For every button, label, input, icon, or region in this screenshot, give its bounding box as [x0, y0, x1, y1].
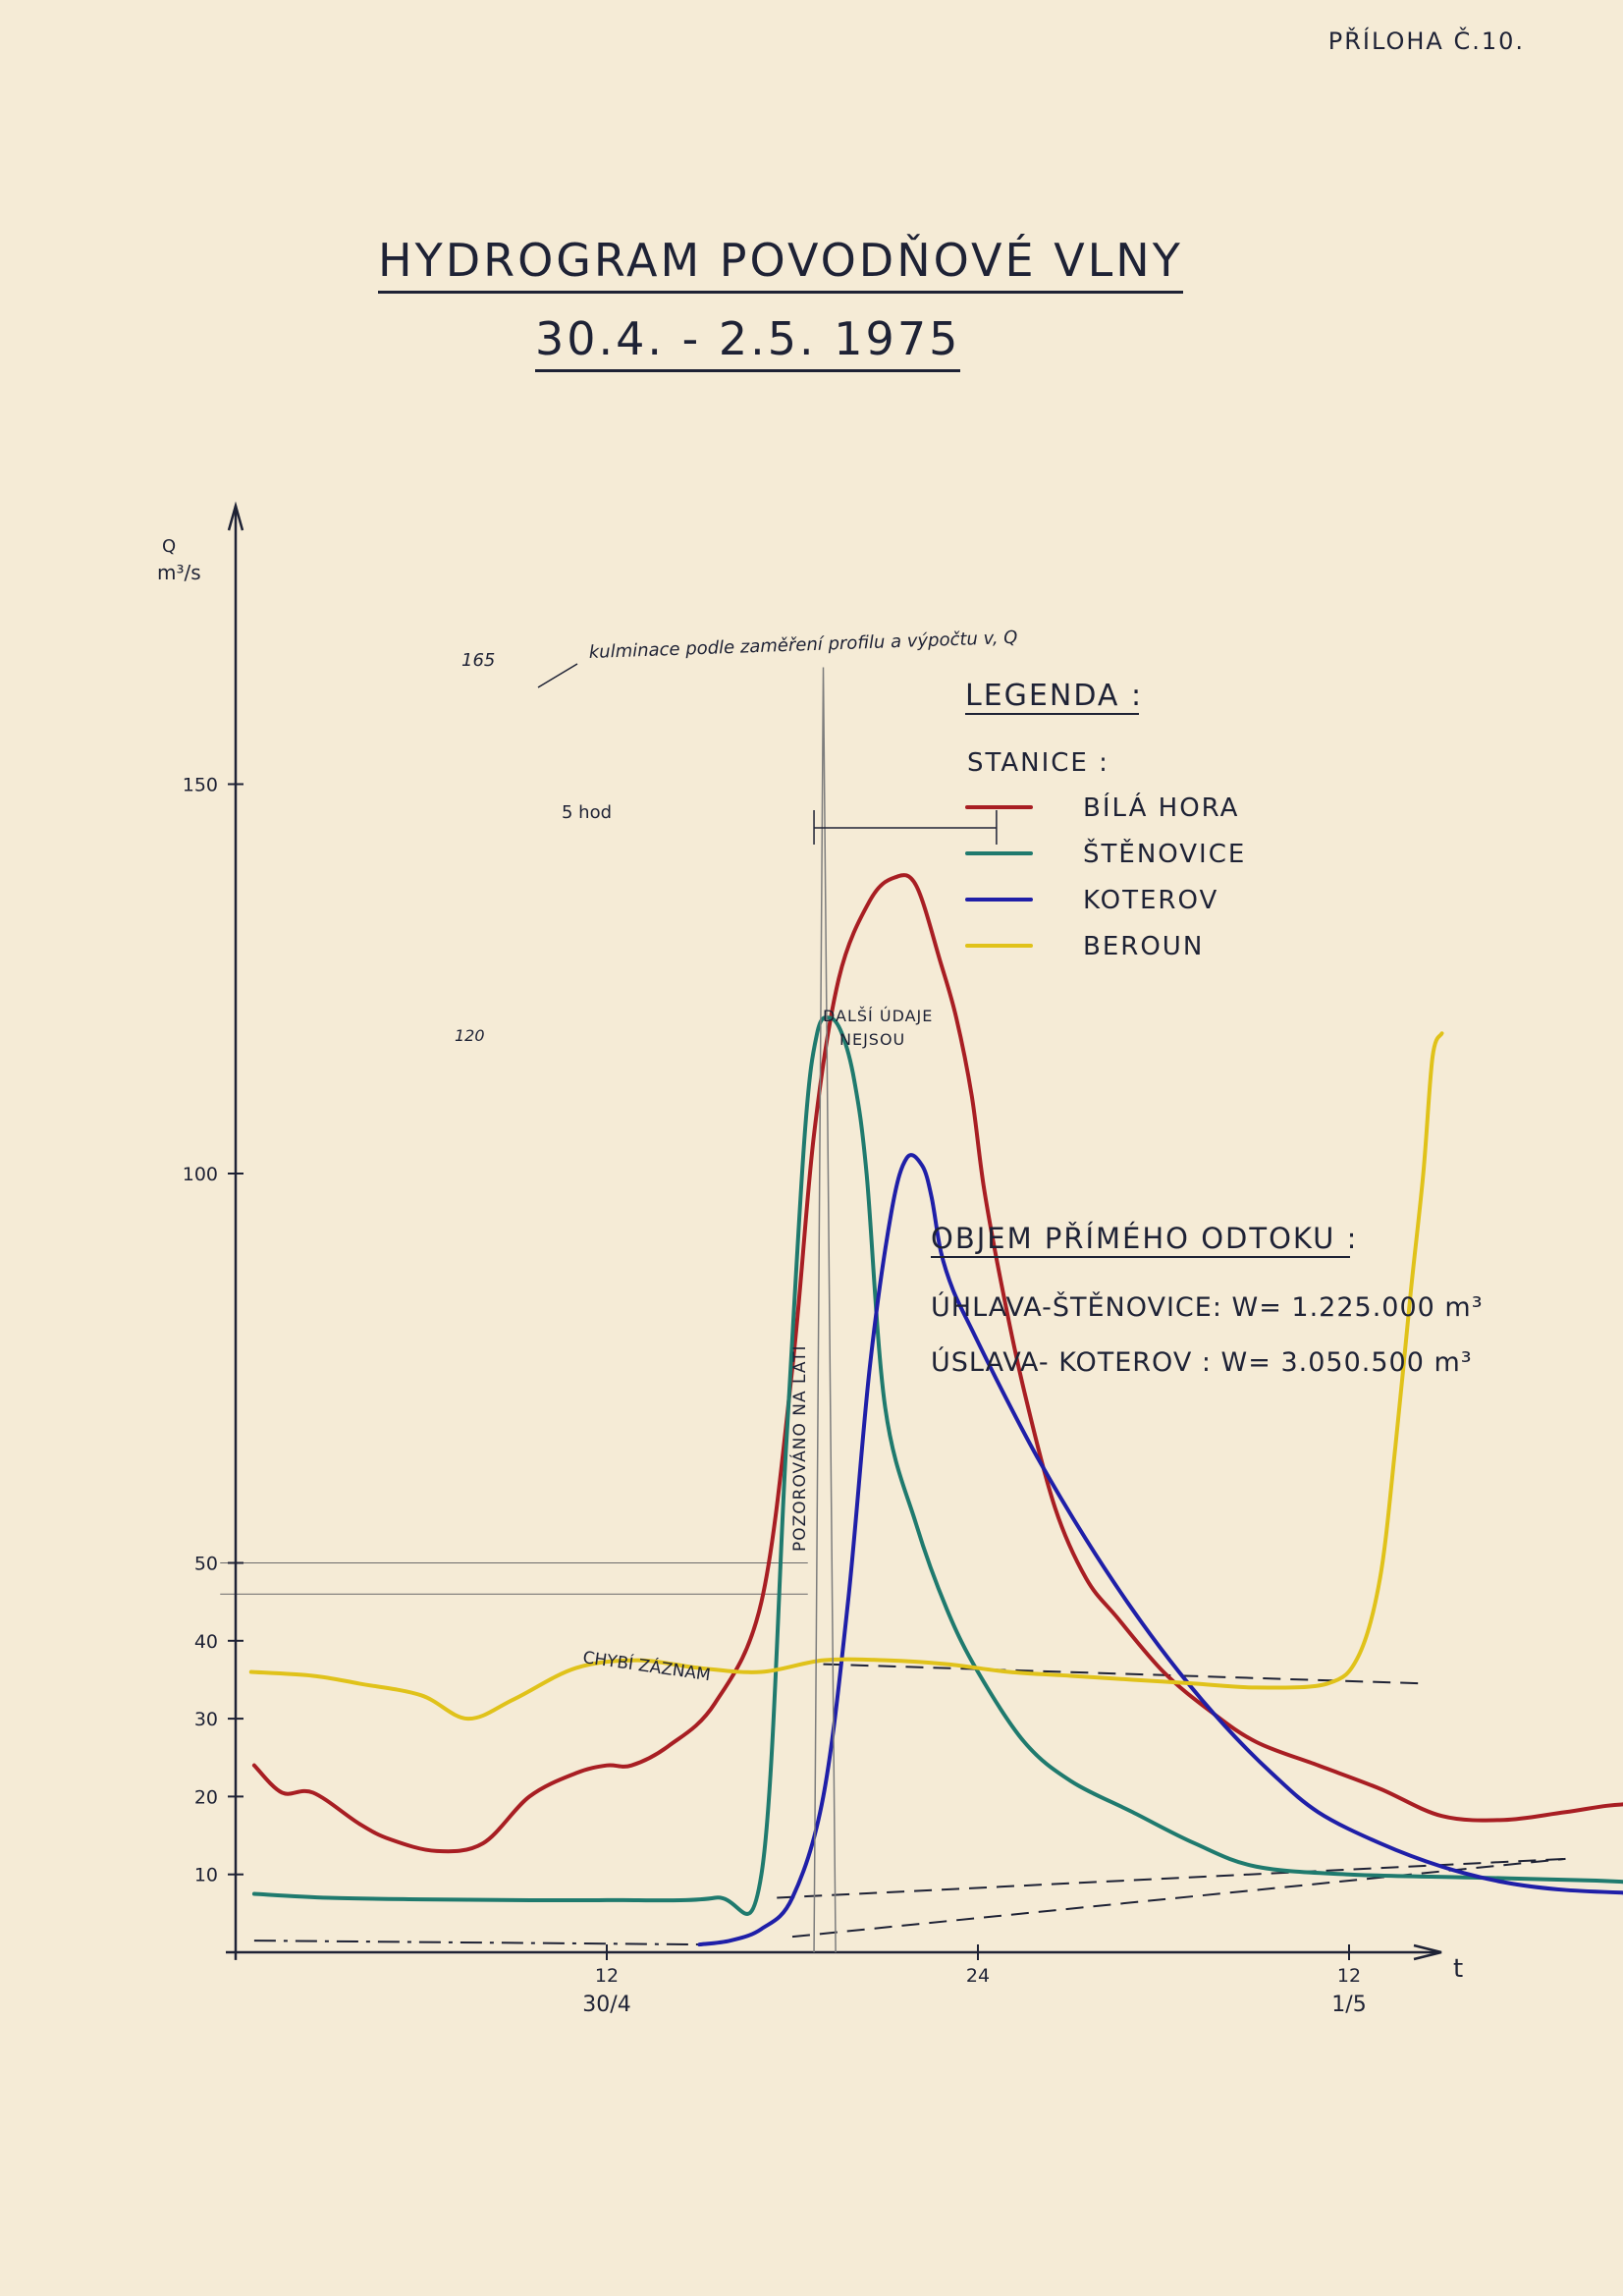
x-tick-label: 12: [595, 1965, 619, 1987]
no-more-data-label-line-1: DALŠÍ ÚDAJE: [823, 1007, 933, 1025]
chart-subtitle: 30.4. - 2.5. 1975: [535, 312, 961, 372]
peak-120-label: 120: [455, 1026, 485, 1045]
y-axis-label-q: Q: [162, 536, 176, 557]
y-tick-label: 100: [183, 1164, 218, 1185]
series-line-stenovice: [251, 1015, 1623, 1916]
y-axis-unit: m³/s: [157, 561, 201, 584]
baseline--t-novice: [777, 1857, 1566, 1899]
legend-subheading: STANICE :: [967, 748, 1109, 778]
direct-runoff-block: OBJEM PŘÍMÉHO ODTOKU : ÚHLAVA-ŠTĚNOVICE: …: [931, 1222, 1484, 1378]
x-tick-date-label: 1/5: [1331, 1993, 1366, 2017]
legend-heading: LEGENDA :: [965, 679, 1143, 713]
direct-runoff-line-2: ÚSLAVA- KOTEROV : W= 3.050.500 m³: [931, 1346, 1473, 1378]
y-tick-label: 30: [194, 1709, 218, 1730]
x-tick-date-label: 30/4: [582, 1993, 630, 2017]
title-block: HYDROGRAM POVODŇOVÉ VLNY: [378, 234, 1213, 294]
x-axis-label: t: [1453, 1954, 1463, 1984]
peak-note-pointer: [537, 663, 578, 688]
axes: Qm³/st10203040501001501230/424121/524122…: [157, 501, 1463, 2017]
x-tick-label: 24: [966, 1965, 990, 1987]
attachment-label: PŘÍLOHA Č.10.: [1327, 27, 1525, 55]
y-tick-label: 50: [194, 1554, 218, 1575]
y-tick-label: 150: [183, 775, 218, 796]
x-axis-arrow: [1413, 1943, 1442, 1961]
time-lag-label: 5 hod: [562, 802, 612, 823]
y-tick-label: 10: [194, 1865, 218, 1886]
baseflow-separation-lines: [253, 1663, 1566, 1946]
peak-165-label: 165: [461, 650, 495, 671]
legend-label-bila_hora: BÍLÁ HORA: [1083, 792, 1239, 823]
missing-record-label: CHYBÍ ZÁZNAM: [581, 1646, 712, 1685]
y-tick-label: 20: [194, 1786, 218, 1808]
y-tick-label: 40: [194, 1631, 218, 1653]
series-line-koterov: [697, 1153, 1623, 1947]
observed-on-staff-label: POZOROVÁNO NA LATI: [788, 1344, 810, 1552]
direct-runoff-heading: OBJEM PŘÍMÉHO ODTOKU :: [931, 1222, 1358, 1255]
series-line-bila_hora: [251, 873, 1623, 1854]
legend: LEGENDA : STANICE : BÍLÁ HORA ŠTĚNOVICE KOTE…: [965, 679, 1246, 961]
annotations: 165 120 kulminace podle zaměření profilu a…: [455, 628, 1018, 1953]
peak-note: kulminace podle zaměření profilu a výpoč…: [588, 628, 1017, 663]
baseline-koterov: [791, 1857, 1566, 1939]
no-more-data-label-line-2: NEJSOU: [839, 1030, 905, 1049]
legend-label-beroun: BEROUN: [1083, 932, 1204, 961]
series-line-beroun: [248, 1031, 1444, 1722]
peak-165-marker: [813, 667, 837, 1953]
chart-title: HYDROGRAM POVODŇOVÉ VLNY: [378, 234, 1183, 294]
series-lines: [248, 873, 1623, 1947]
guide-lines: [220, 1562, 808, 1595]
y-axis-arrow: [227, 501, 244, 531]
x-tick-label: 12: [1337, 1965, 1361, 1987]
legend-label-stenovice: ŠTĚNOVICE: [1083, 838, 1246, 869]
baseline-beroun: [823, 1663, 1427, 1685]
legend-label-koterov: KOTEROV: [1083, 886, 1218, 915]
baseline-start: [253, 1940, 700, 1946]
direct-runoff-line-1: ÚHLAVA-ŠTĚNOVICE: W= 1.225.000 m³: [931, 1291, 1484, 1323]
